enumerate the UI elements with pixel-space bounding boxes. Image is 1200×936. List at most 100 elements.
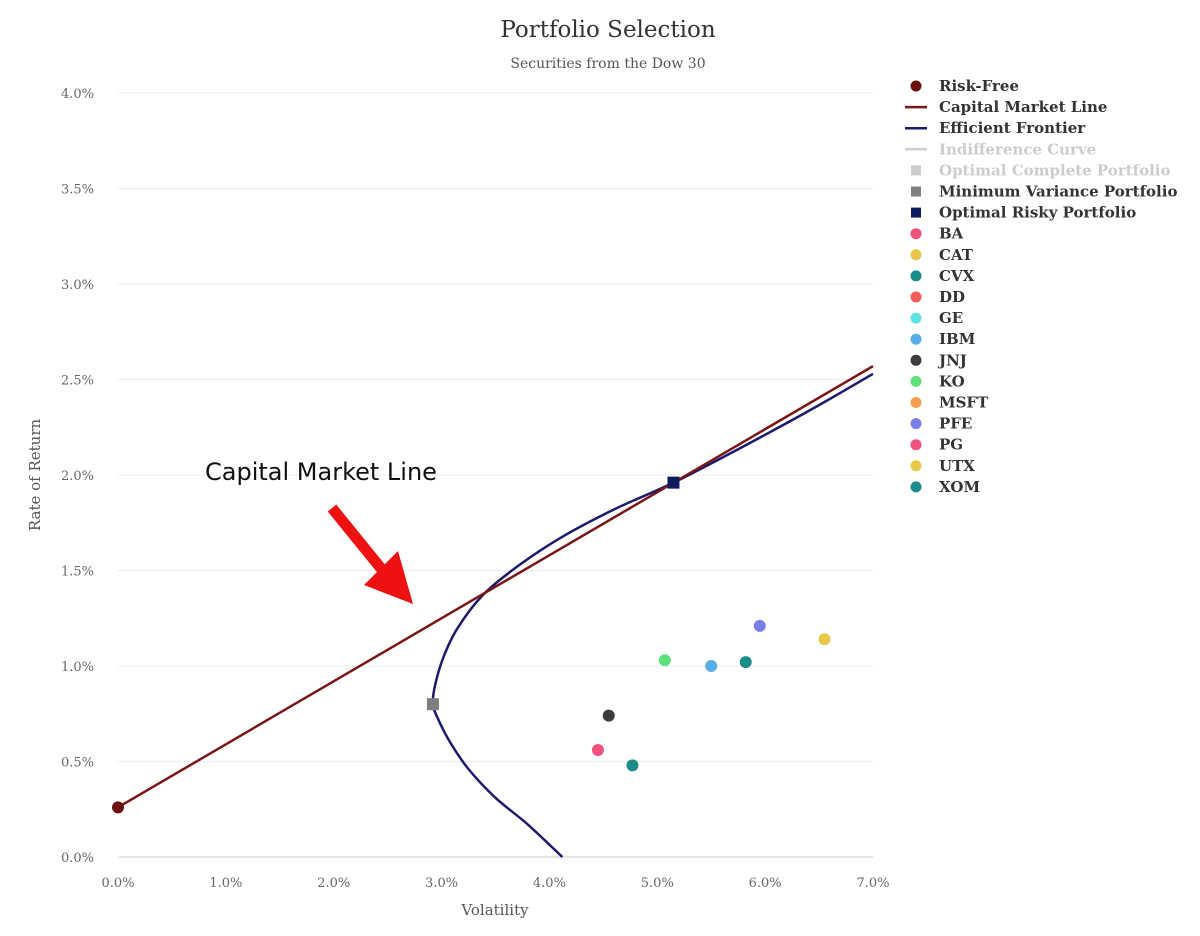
- x-tick-label: 6.0%: [749, 876, 782, 891]
- legend-label: MSFT: [939, 394, 989, 412]
- annotation-text: Capital Market Line: [205, 458, 437, 486]
- x-tick-label: 2.0%: [317, 876, 350, 891]
- x-axis-label: Volatility: [460, 901, 529, 919]
- legend-symbol: [910, 397, 922, 408]
- risk-free-marker: [112, 801, 124, 814]
- legend-symbol: [910, 333, 922, 345]
- legend-item: CVX: [910, 267, 975, 285]
- legend-item: Efficient Frontier: [905, 119, 1086, 137]
- x-tick-label: 5.0%: [641, 876, 674, 891]
- legend-item: Minimum Variance Portfolio: [911, 183, 1177, 201]
- legend-label: DD: [939, 288, 965, 306]
- legend-symbol: [910, 460, 922, 472]
- legend-symbol: [910, 291, 922, 303]
- legend: Risk-Free Capital Market Line Efficient Fr…: [905, 77, 1177, 496]
- legend-item: PFE: [910, 415, 972, 433]
- legend-item: GE: [910, 309, 963, 327]
- legend-item: Optimal Complete Portfolio: [911, 161, 1171, 179]
- legend-label: XOM: [939, 478, 980, 496]
- legend-item: Capital Market Line: [905, 98, 1107, 116]
- x-tick-label: 3.0%: [425, 876, 458, 891]
- y-tick-label: 0.0%: [61, 851, 94, 866]
- legend-label: Optimal Risky Portfolio: [939, 204, 1136, 222]
- point-ibm: [705, 660, 718, 672]
- legend-item: Indifference Curve: [905, 140, 1096, 158]
- legend-item: JNJ: [910, 351, 967, 369]
- legend-label: Efficient Frontier: [939, 119, 1086, 137]
- legend-label: BA: [939, 225, 964, 243]
- capital-market-line: [117, 365, 874, 809]
- legend-symbol: [911, 165, 921, 176]
- legend-symbol: [910, 228, 922, 240]
- legend-symbol: [911, 186, 921, 197]
- legend-item: KO: [910, 372, 965, 390]
- legend-label: CAT: [939, 246, 974, 264]
- x-tick-label: 0.0%: [101, 876, 134, 891]
- legend-item: PG: [910, 436, 963, 454]
- chart-subtitle: Securities from the Dow 30: [510, 56, 705, 72]
- x-tick-label: 4.0%: [533, 876, 566, 891]
- y-tick-label: 2.5%: [61, 374, 94, 389]
- point-cat: [818, 633, 831, 646]
- y-tick-label: 1.5%: [61, 565, 94, 580]
- point-pg: [591, 744, 604, 757]
- legend-label: CVX: [939, 267, 975, 285]
- point-xom: [626, 759, 639, 772]
- legend-symbol: [910, 375, 922, 387]
- legend-symbol: [910, 80, 922, 92]
- y-tick-label: 3.0%: [61, 278, 94, 293]
- grid-lines: [118, 92, 873, 858]
- chart-title: Portfolio Selection: [500, 17, 716, 43]
- legend-label: Optimal Complete Portfolio: [939, 161, 1171, 179]
- y-tick-label: 1.0%: [61, 660, 94, 675]
- legend-item: Optimal Risky Portfolio: [911, 204, 1136, 222]
- y-axis-ticks: 0.0% 0.5% 1.0% 1.5% 2.0% 2.5% 3.0% 3.5% 4.0%: [61, 87, 94, 866]
- legend-symbol: [910, 418, 922, 430]
- point-pfe: [753, 619, 766, 632]
- x-axis-ticks: 0.0% 1.0% 2.0% 3.0% 4.0% 5.0% 6.0% 7.0%: [101, 876, 889, 891]
- legend-item: XOM: [910, 478, 980, 496]
- point-ko: [658, 654, 671, 667]
- legend-symbol: [910, 312, 922, 324]
- y-tick-label: 2.0%: [61, 469, 94, 484]
- legend-label: Capital Market Line: [939, 98, 1107, 116]
- legend-label: Indifference Curve: [939, 140, 1096, 158]
- legend-symbol: [910, 439, 922, 451]
- y-tick-label: 3.5%: [61, 183, 94, 198]
- legend-label: KO: [939, 372, 965, 390]
- y-tick-label: 4.0%: [61, 87, 94, 102]
- legend-label: GE: [939, 309, 963, 327]
- legend-item: MSFT: [910, 394, 989, 412]
- legend-item: Risk-Free: [910, 77, 1019, 95]
- legend-label: PFE: [939, 415, 972, 433]
- legend-label: JNJ: [937, 351, 967, 369]
- legend-label: PG: [939, 436, 963, 454]
- y-axis-label: Rate of Return: [26, 419, 44, 532]
- x-tick-label: 7.0%: [856, 876, 889, 891]
- legend-label: UTX: [939, 457, 975, 475]
- legend-symbol: [910, 481, 922, 493]
- point-cvx: [739, 656, 752, 669]
- optimal-risky-portfolio-marker: [667, 476, 680, 489]
- legend-symbol: [910, 249, 922, 261]
- series-layer: [112, 365, 874, 858]
- legend-item: CAT: [910, 246, 974, 264]
- x-tick-label: 1.0%: [209, 876, 242, 891]
- legend-item: UTX: [910, 457, 975, 475]
- legend-symbol: [910, 270, 922, 282]
- legend-label: IBM: [939, 330, 975, 348]
- minimum-variance-portfolio-marker: [426, 698, 439, 711]
- annotation-arrow-head: [364, 551, 413, 604]
- legend-item: DD: [910, 288, 965, 306]
- y-tick-label: 0.5%: [61, 756, 94, 771]
- legend-item: IBM: [910, 330, 975, 348]
- annotation: Capital Market Line: [205, 458, 437, 604]
- legend-symbol: [910, 354, 922, 366]
- legend-label: Risk-Free: [939, 77, 1019, 95]
- legend-item: BA: [910, 225, 964, 243]
- point-jnj: [602, 709, 615, 722]
- legend-symbol: [911, 207, 921, 218]
- efficient-frontier-line: [431, 372, 874, 858]
- legend-label: Minimum Variance Portfolio: [939, 183, 1177, 201]
